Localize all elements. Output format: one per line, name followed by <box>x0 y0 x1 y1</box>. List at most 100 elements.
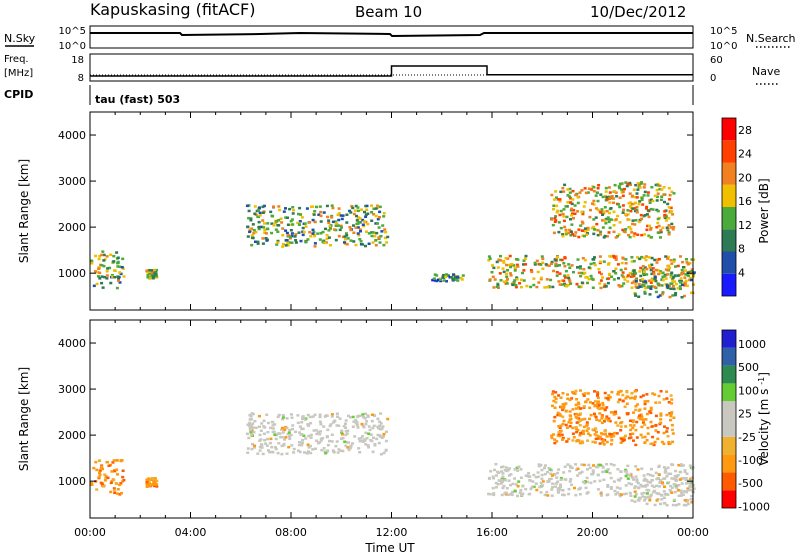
echo-cell <box>577 228 581 231</box>
echo-cell <box>635 205 639 209</box>
echo-cell <box>370 413 374 416</box>
echo-cell <box>574 493 578 497</box>
echo-cell <box>655 199 659 202</box>
echo-cell <box>378 210 382 214</box>
echo-cell <box>273 433 277 437</box>
echo-cell <box>97 267 101 270</box>
echo-cell <box>121 469 125 472</box>
echo-cell <box>118 271 122 274</box>
echo-cell <box>642 474 646 477</box>
echo-cell <box>645 483 649 487</box>
echo-cell <box>625 390 629 394</box>
echo-cell <box>122 275 126 278</box>
echo-cell <box>679 281 682 284</box>
echo-cell <box>330 433 334 436</box>
echo-cell <box>635 420 639 424</box>
echo-cell <box>365 230 368 233</box>
echo-cell <box>349 416 353 419</box>
echo-cell <box>685 273 689 277</box>
echo-cell <box>654 290 658 294</box>
echo-cell <box>669 273 673 276</box>
echo-cell <box>656 258 660 261</box>
echo-cell <box>685 482 688 485</box>
echo-cell <box>442 276 446 279</box>
echo-cell <box>680 283 684 286</box>
colorbar-segment <box>722 140 736 163</box>
echo-cell <box>332 451 336 454</box>
echo-cell <box>639 395 643 399</box>
echo-cell <box>621 194 625 198</box>
echo-cell <box>659 493 663 497</box>
echo-cell <box>679 464 683 467</box>
colorbar-segment <box>722 347 736 366</box>
echo-cell <box>327 219 331 222</box>
echo-cell <box>554 264 558 268</box>
echo-cell <box>546 480 550 483</box>
echo-cell <box>636 182 640 185</box>
echo-cell <box>640 217 644 221</box>
echo-cell <box>667 472 671 475</box>
velocity-heatmap <box>90 389 696 507</box>
y-tick-label: 2000 <box>58 221 86 234</box>
echo-cell <box>635 277 638 280</box>
echo-cell <box>556 480 560 483</box>
echo-cell <box>503 478 507 482</box>
echo-cell <box>669 282 673 285</box>
echo-cell <box>598 479 602 483</box>
echo-cell <box>688 484 692 488</box>
echo-cell <box>288 435 292 438</box>
echo-cell <box>261 211 265 214</box>
echo-cell <box>539 491 543 494</box>
echo-cell <box>562 419 566 423</box>
echo-cell <box>660 292 664 296</box>
echo-cell <box>608 471 612 475</box>
echo-cell <box>655 195 659 198</box>
echo-cell <box>346 237 350 240</box>
echo-cell <box>546 494 550 497</box>
echo-cell <box>667 231 671 234</box>
echo-cell <box>376 222 379 225</box>
echo-cell <box>364 422 368 426</box>
echo-cell <box>288 207 292 211</box>
echo-cell <box>323 241 327 245</box>
echo-cell <box>623 278 627 281</box>
echo-cell <box>519 468 523 471</box>
echo-cell <box>673 293 677 297</box>
echo-cell <box>105 274 109 277</box>
echo-cell <box>105 270 109 273</box>
echo-cell <box>666 285 669 288</box>
echo-cell <box>496 266 500 269</box>
echo-cell <box>612 256 616 259</box>
echo-cell <box>324 414 328 417</box>
echo-cell <box>325 237 329 240</box>
echo-cell <box>663 477 667 480</box>
echo-cell <box>494 462 498 466</box>
echo-cell <box>258 439 262 442</box>
echo-cell <box>332 228 336 231</box>
echo-cell <box>634 492 638 496</box>
echo-cell <box>344 426 348 429</box>
echo-cell <box>155 274 158 278</box>
echo-cell <box>251 426 255 429</box>
echo-cell <box>660 284 664 287</box>
echo-cell <box>536 475 540 478</box>
echo-cell <box>628 235 632 239</box>
echo-cell <box>518 282 522 285</box>
echo-cell <box>528 475 532 478</box>
echo-cell <box>150 269 154 272</box>
echo-cell <box>645 492 649 495</box>
echo-cell <box>370 211 374 214</box>
noise-right-tick-high: 10^5 <box>710 26 737 37</box>
echo-cell <box>602 236 606 239</box>
echo-cell <box>370 204 373 207</box>
echo-cell <box>630 231 634 234</box>
echo-cell <box>357 437 361 440</box>
echo-cell <box>575 282 579 286</box>
echo-cell <box>147 270 151 273</box>
echo-cell <box>607 394 611 397</box>
echo-cell <box>648 224 651 227</box>
echo-cell <box>605 463 609 466</box>
y-tick-label: 3000 <box>58 383 86 396</box>
echo-cell <box>635 478 639 481</box>
echo-cell <box>652 272 656 275</box>
